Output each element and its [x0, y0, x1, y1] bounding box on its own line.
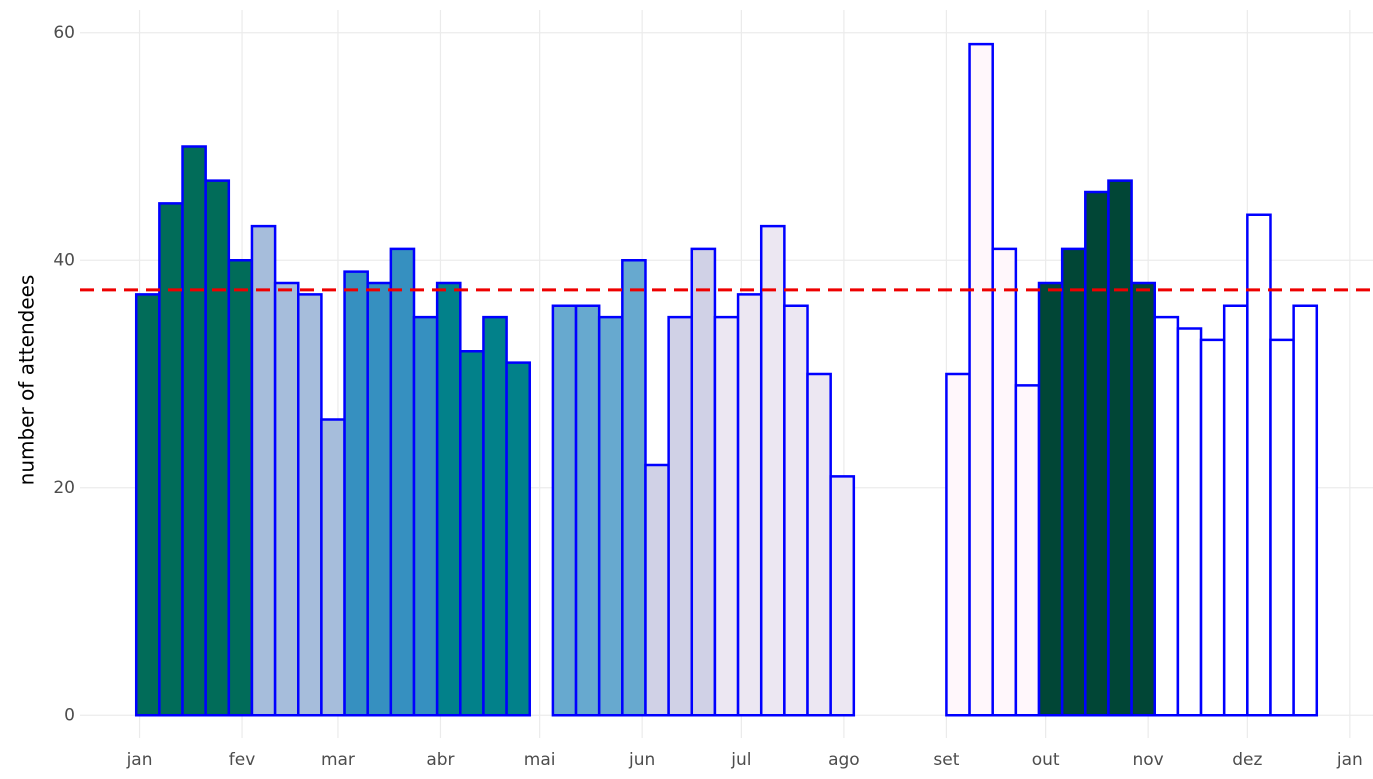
bar	[667, 315, 694, 717]
bar	[459, 350, 485, 717]
bar	[968, 42, 994, 717]
bar	[945, 372, 971, 717]
x-tick-label: set	[933, 750, 959, 770]
x-tick-label: nov	[1133, 750, 1164, 770]
y-tick-label: 40	[53, 250, 75, 270]
bar	[1222, 304, 1249, 717]
bar	[783, 304, 809, 717]
bar	[597, 315, 624, 717]
bar	[713, 315, 740, 717]
bar	[482, 315, 508, 717]
bar	[389, 247, 416, 717]
bar	[250, 224, 277, 717]
bar	[435, 281, 462, 717]
x-tick-label: mar	[321, 750, 355, 770]
bar	[412, 315, 439, 717]
bar	[1014, 384, 1041, 717]
bar	[1199, 338, 1226, 717]
bar	[829, 475, 856, 717]
bar	[366, 281, 393, 717]
bar	[690, 247, 717, 717]
bar	[574, 304, 601, 717]
bar	[204, 179, 231, 717]
bar	[644, 463, 670, 717]
x-tick-label: fev	[229, 750, 256, 770]
bar	[551, 304, 578, 717]
bar	[1084, 190, 1110, 717]
x-tick-label: jan	[126, 750, 153, 770]
y-axis-title: number of attendees	[15, 275, 39, 486]
bar	[1037, 281, 1064, 717]
bar	[1060, 247, 1087, 717]
bar	[505, 361, 531, 717]
x-tick-label: jun	[628, 750, 655, 770]
y-tick-label: 60	[53, 23, 75, 43]
x-tick-label: jul	[730, 750, 751, 770]
bar	[621, 259, 647, 717]
x-tick-label: out	[1032, 750, 1060, 770]
bar	[134, 293, 161, 717]
y-tick-label: 20	[53, 478, 75, 498]
bar	[297, 293, 323, 717]
bar	[273, 281, 300, 717]
bar	[320, 418, 346, 717]
bar	[227, 259, 254, 717]
x-tick-label: ago	[828, 750, 860, 770]
x-tick-label: abr	[426, 750, 454, 770]
bar	[1130, 281, 1156, 717]
bar	[1292, 304, 1319, 717]
bar	[806, 372, 832, 717]
bar	[1153, 315, 1180, 717]
x-tick-label: mai	[524, 750, 556, 770]
bar	[158, 202, 184, 717]
bar	[1107, 179, 1133, 717]
bar	[1269, 338, 1295, 717]
bar	[991, 247, 1018, 717]
x-tick-label: jan	[1336, 750, 1363, 770]
bar	[343, 270, 369, 717]
bar	[181, 145, 207, 717]
y-tick-label: 0	[64, 705, 75, 725]
x-tick-label: dez	[1232, 750, 1262, 770]
bar	[1176, 327, 1203, 717]
bar	[736, 293, 763, 717]
bar	[759, 224, 786, 717]
